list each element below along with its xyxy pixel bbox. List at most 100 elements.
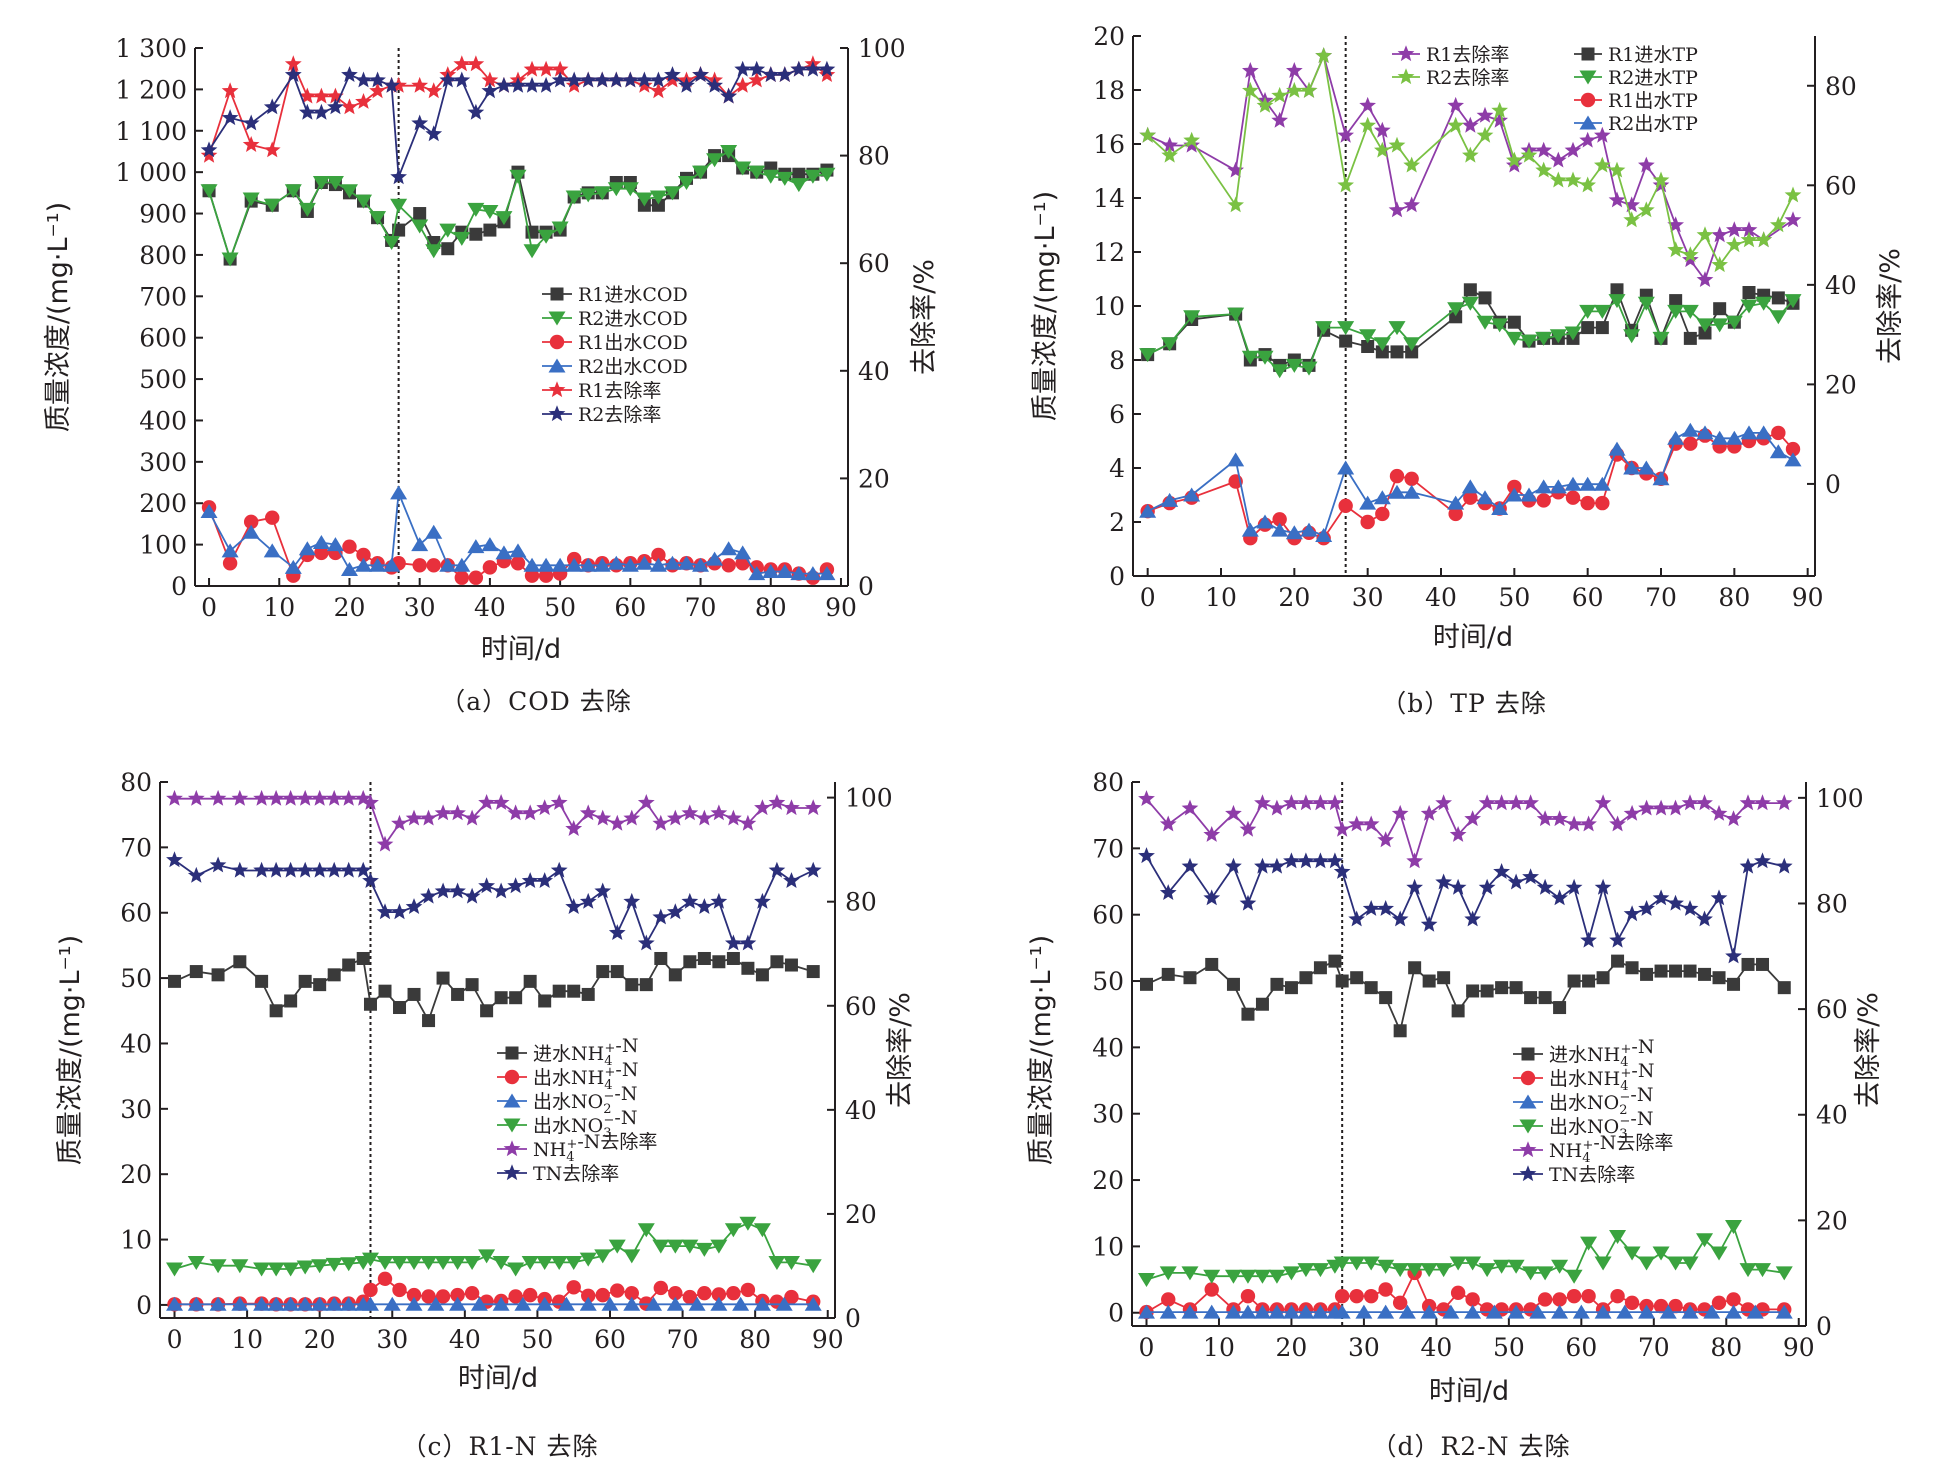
- data-point: [1256, 96, 1274, 113]
- data-point: [255, 974, 269, 988]
- data-point: [1406, 1263, 1424, 1278]
- data-point: [231, 1296, 249, 1311]
- data-point: [1520, 146, 1538, 163]
- data-point: [1253, 1269, 1271, 1284]
- data-point: [1478, 794, 1496, 811]
- data-point: [253, 1262, 271, 1277]
- data-point: [509, 543, 527, 558]
- data-point: [1241, 350, 1259, 365]
- data-point: [481, 204, 499, 219]
- data-point: [1710, 889, 1728, 906]
- data-point: [1451, 1004, 1465, 1018]
- data-point: [469, 227, 483, 241]
- data-point: [267, 1262, 285, 1277]
- data-point: [1334, 1288, 1350, 1304]
- data-point: [298, 974, 312, 988]
- data-point: [1623, 804, 1641, 821]
- data-point: [1285, 358, 1303, 373]
- data-point: [804, 60, 822, 77]
- data-point: [1159, 884, 1177, 900]
- data-point: [783, 872, 800, 888]
- data-point: [1350, 971, 1364, 985]
- data-point: [411, 537, 429, 552]
- data-point: [1203, 826, 1221, 842]
- data-point: [1183, 136, 1200, 153]
- data-point: [383, 236, 401, 251]
- data-point: [1463, 490, 1478, 505]
- data-point: [595, 1287, 610, 1303]
- data-point: [514, 1296, 532, 1311]
- data-point: [1181, 1304, 1199, 1319]
- data-point: [340, 184, 358, 199]
- y-tick-label: 20: [1092, 1166, 1124, 1195]
- legend-label: NH4+-N去除率: [1549, 1132, 1673, 1166]
- data-point: [411, 76, 429, 93]
- data-point: [1507, 1259, 1525, 1274]
- data-point: [1667, 304, 1685, 319]
- data-point: [739, 814, 757, 831]
- data-point: [439, 223, 457, 238]
- data-point: [696, 809, 713, 826]
- data-point: [1377, 900, 1394, 916]
- legend-item: R1出水COD: [542, 332, 688, 354]
- x-tick-label: 70: [685, 593, 717, 622]
- data-point: [1551, 1259, 1569, 1274]
- y-tick-label: 1 200: [115, 75, 187, 104]
- data-point: [1638, 799, 1655, 816]
- data-point: [1297, 1263, 1315, 1278]
- y-tick-label: 900: [139, 200, 187, 229]
- data-point: [187, 1255, 205, 1270]
- data-point: [1403, 196, 1420, 213]
- y2-tick-label: 20: [1825, 370, 1857, 399]
- data-point: [792, 167, 806, 181]
- data-point: [1740, 231, 1758, 248]
- data-point: [623, 892, 641, 909]
- data-point: [523, 974, 537, 988]
- legend-marker: [1520, 1070, 1536, 1086]
- data-point: [1420, 1263, 1438, 1278]
- data-point: [263, 198, 281, 213]
- data-point: [1551, 889, 1568, 906]
- legend-marker: [1581, 47, 1595, 61]
- data-point: [1300, 361, 1318, 376]
- data-point: [1696, 910, 1713, 927]
- data-point: [754, 799, 771, 816]
- legend-label: R2去除率: [578, 404, 661, 426]
- data-point: [1422, 974, 1436, 988]
- data-point: [649, 190, 667, 205]
- data-point: [1284, 981, 1298, 995]
- data-point: [1638, 156, 1655, 173]
- data-point: [1741, 957, 1755, 971]
- data-point: [1507, 479, 1522, 495]
- data-point: [1161, 492, 1179, 507]
- data-point: [523, 244, 541, 259]
- data-point: [1392, 1295, 1408, 1310]
- x-tick-label: 90: [1792, 583, 1824, 612]
- data-point: [1682, 251, 1699, 268]
- legend-item: 出水NO3−-N: [1513, 1108, 1653, 1142]
- data-point: [1239, 820, 1257, 837]
- data-point: [536, 799, 553, 816]
- data-point: [565, 1255, 583, 1270]
- data-point: [726, 1285, 741, 1301]
- data-point: [464, 1285, 480, 1301]
- data-point: [369, 211, 387, 226]
- data-point: [1507, 873, 1525, 890]
- data-point: [1348, 910, 1365, 927]
- data-point: [1610, 283, 1624, 297]
- legend-item: R1去除率: [1392, 44, 1509, 66]
- data-point: [1448, 506, 1463, 522]
- data-point: [1449, 1256, 1467, 1271]
- data-point: [1520, 487, 1538, 502]
- data-point: [392, 1282, 407, 1298]
- data-point: [593, 71, 611, 88]
- data-point: [1580, 815, 1597, 832]
- data-point: [1204, 1282, 1219, 1297]
- legend-item: 进水NH4+-N: [497, 1035, 638, 1069]
- data-point: [467, 539, 485, 554]
- data-point: [710, 1296, 728, 1311]
- data-point: [425, 82, 443, 99]
- data-point: [1565, 1269, 1583, 1284]
- data-point: [565, 557, 583, 572]
- data-point: [436, 971, 450, 985]
